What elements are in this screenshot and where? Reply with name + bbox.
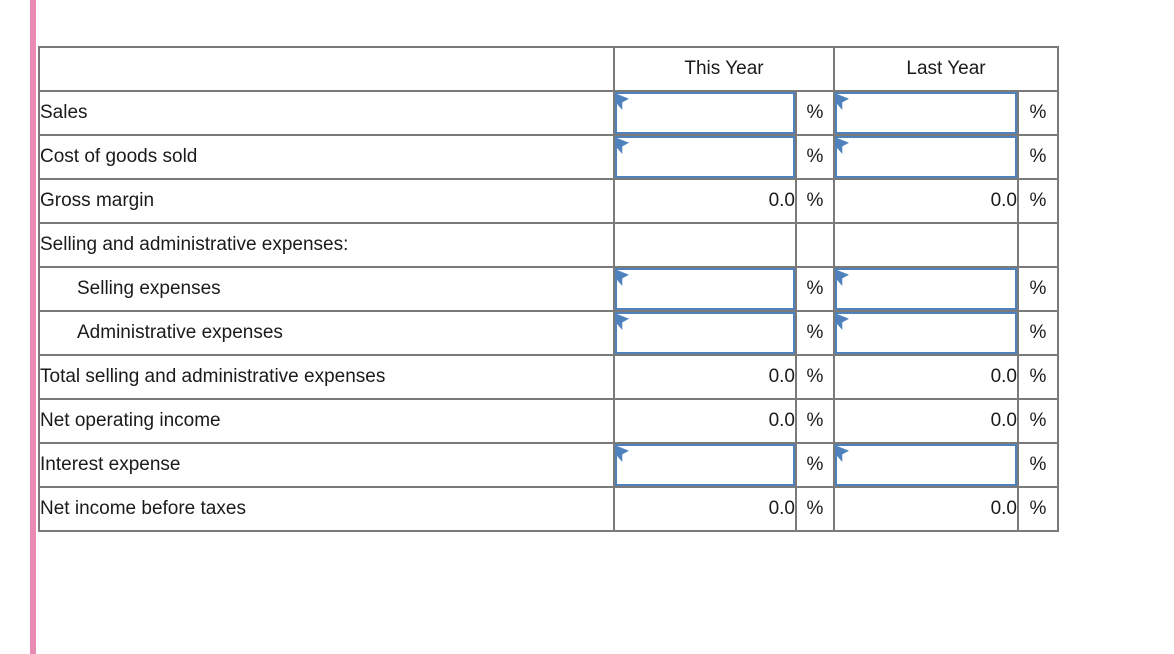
row-label: Selling and administrative expenses:: [38, 222, 615, 268]
answer-cell: [613, 442, 797, 488]
table-row-sga-section: Selling and administrative expenses:: [38, 222, 1059, 268]
percent-cell: %: [795, 442, 835, 488]
table-row-administrative-expenses: Administrative expenses % %: [38, 310, 1059, 356]
table-row-sales: Sales % %: [38, 90, 1059, 136]
input-selling-expenses-last-year[interactable]: [836, 269, 1016, 309]
answer-cell: [613, 134, 797, 180]
computed-value-total-sga-this-year: 0.0: [613, 354, 797, 400]
table-row-interest-expense: Interest expense % %: [38, 442, 1059, 488]
percent-cell: %: [1017, 266, 1059, 312]
answer-cell: [613, 90, 797, 136]
row-label: Net income before taxes: [38, 486, 615, 532]
computed-value-net-income-this-year: 0.0: [613, 486, 797, 532]
table-row-selling-expenses: Selling expenses % %: [38, 266, 1059, 312]
percent-cell: %: [1017, 486, 1059, 532]
input-interest-expense-last-year[interactable]: [836, 445, 1016, 485]
percent-cell: %: [1017, 134, 1059, 180]
input-cogs-last-year[interactable]: [836, 137, 1016, 177]
percent-cell: %: [1017, 398, 1059, 444]
input-interest-expense-this-year[interactable]: [616, 445, 794, 485]
empty-cell: [833, 222, 1019, 268]
percent-cell: %: [1017, 178, 1059, 224]
input-sales-this-year[interactable]: [616, 93, 794, 133]
row-label: Selling expenses: [38, 266, 615, 312]
percent-cell: %: [795, 398, 835, 444]
computed-value-net-operating-income-this-year: 0.0: [613, 398, 797, 444]
answer-cell: [833, 310, 1019, 356]
common-size-income-statement-table: This Year Last Year Sales % % Cost of go…: [38, 46, 1059, 532]
percent-cell: %: [1017, 90, 1059, 136]
answer-cell: [833, 90, 1019, 136]
percent-cell: %: [795, 486, 835, 532]
row-label: Sales: [38, 90, 615, 136]
row-label: Cost of goods sold: [38, 134, 615, 180]
percent-cell: %: [795, 90, 835, 136]
percent-cell: %: [795, 310, 835, 356]
row-label: Interest expense: [38, 442, 615, 488]
header-last-year: Last Year: [833, 46, 1059, 92]
row-label: Total selling and administrative expense…: [38, 354, 615, 400]
answer-cell: [613, 310, 797, 356]
table-header-row: This Year Last Year: [38, 46, 1059, 92]
percent-cell: %: [795, 178, 835, 224]
computed-value-gross-margin-this-year: 0.0: [613, 178, 797, 224]
percent-cell: %: [795, 354, 835, 400]
table-row-net-operating-income: Net operating income 0.0 % 0.0 %: [38, 398, 1059, 444]
answer-cell: [833, 442, 1019, 488]
answer-cell: [833, 266, 1019, 312]
percent-cell: %: [795, 266, 835, 312]
empty-cell: [795, 222, 835, 268]
computed-value-net-operating-income-last-year: 0.0: [833, 398, 1019, 444]
empty-cell: [613, 222, 797, 268]
input-selling-expenses-this-year[interactable]: [616, 269, 794, 309]
header-this-year: This Year: [613, 46, 835, 92]
percent-cell: %: [1017, 354, 1059, 400]
computed-value-total-sga-last-year: 0.0: [833, 354, 1019, 400]
percent-cell: %: [795, 134, 835, 180]
answer-cell: [833, 134, 1019, 180]
row-label: Administrative expenses: [38, 310, 615, 356]
empty-cell: [1017, 222, 1059, 268]
input-cogs-this-year[interactable]: [616, 137, 794, 177]
answer-cell: [613, 266, 797, 312]
table-row-total-sga: Total selling and administrative expense…: [38, 354, 1059, 400]
table-row-gross-margin: Gross margin 0.0 % 0.0 %: [38, 178, 1059, 224]
computed-value-net-income-last-year: 0.0: [833, 486, 1019, 532]
header-label-cell: [38, 46, 615, 92]
input-administrative-expenses-last-year[interactable]: [836, 313, 1016, 353]
input-administrative-expenses-this-year[interactable]: [616, 313, 794, 353]
table-row-cogs: Cost of goods sold % %: [38, 134, 1059, 180]
percent-cell: %: [1017, 442, 1059, 488]
left-accent-bar: [30, 0, 36, 654]
row-label: Gross margin: [38, 178, 615, 224]
percent-cell: %: [1017, 310, 1059, 356]
input-sales-last-year[interactable]: [836, 93, 1016, 133]
row-label: Net operating income: [38, 398, 615, 444]
computed-value-gross-margin-last-year: 0.0: [833, 178, 1019, 224]
table-row-net-income-before-taxes: Net income before taxes 0.0 % 0.0 %: [38, 486, 1059, 532]
